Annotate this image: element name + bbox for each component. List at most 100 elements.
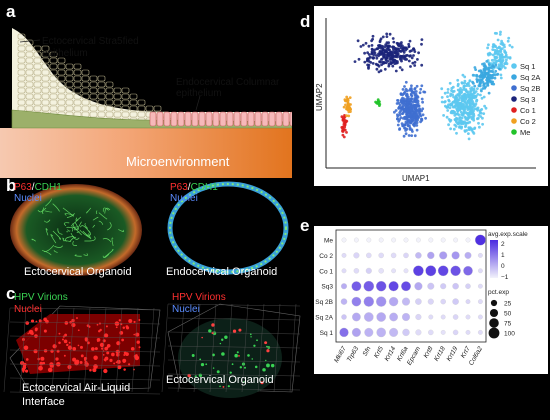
umap-point	[407, 45, 411, 48]
size-legend-dot	[488, 327, 500, 339]
umap-point	[477, 113, 481, 117]
umap-point	[492, 82, 496, 86]
umap-point	[473, 84, 477, 88]
umap-point	[458, 108, 462, 112]
umap-point	[474, 95, 478, 99]
legend-label: Me	[520, 128, 530, 137]
umap-point	[461, 99, 465, 102]
umap-point	[443, 100, 446, 104]
umap-point	[459, 119, 463, 123]
dotplot-row-label: Co 1	[319, 268, 333, 275]
umap-point	[381, 35, 385, 39]
dotplot-col-label: Sfn	[362, 345, 373, 357]
umap-point	[404, 80, 408, 84]
umap-point	[486, 75, 490, 79]
legend-label: Co 1	[520, 106, 536, 115]
umap-point	[407, 59, 411, 63]
dotplot-dot	[366, 237, 372, 243]
dotplot-row-label: Sq3	[321, 284, 333, 291]
umap-point	[364, 41, 368, 45]
dotplot-dot	[440, 237, 446, 243]
dotplot-col-label: Epcam	[406, 345, 422, 367]
color-legend-bar	[490, 240, 498, 278]
umap-point	[474, 90, 478, 93]
ectocervical-organoid-stain	[10, 184, 142, 276]
umap-point	[463, 120, 466, 124]
dotplot-dot	[403, 237, 409, 243]
umap-point	[503, 50, 507, 54]
umap-point	[464, 102, 468, 105]
umap-point	[380, 50, 384, 54]
umap-point	[498, 33, 502, 36]
umap-point	[463, 75, 467, 79]
umap-point	[468, 98, 471, 102]
umap-point	[503, 45, 506, 49]
dotplot-dot	[477, 314, 483, 320]
umap-point	[342, 105, 346, 109]
umap-point	[414, 100, 417, 103]
umap-point	[467, 137, 471, 141]
dotplot-dot	[353, 268, 360, 274]
umap-point	[371, 34, 375, 38]
umap-point	[381, 60, 385, 64]
umap-point	[399, 116, 403, 119]
dotplot-dot	[439, 251, 448, 260]
umap-point	[399, 57, 403, 61]
umap-point	[419, 114, 423, 118]
umap-point	[487, 63, 491, 66]
dotplot-col-label: Krt14	[383, 345, 397, 362]
size-legend-tick: 25	[504, 301, 512, 308]
umap-point	[475, 78, 479, 81]
umap-point	[454, 98, 457, 101]
umap-point	[368, 55, 372, 59]
dotplot-dot	[351, 296, 362, 307]
dotplot-dot	[340, 298, 348, 305]
umap-point	[375, 67, 379, 71]
umap-point	[500, 53, 504, 56]
umap-point	[446, 95, 449, 98]
umap-point	[502, 55, 505, 59]
umap-point	[404, 46, 407, 50]
umap-point	[411, 61, 415, 65]
umap-point	[415, 112, 419, 116]
umap-point	[494, 45, 497, 48]
umap-point	[396, 99, 400, 102]
umap-point	[405, 105, 409, 109]
umap-point	[416, 58, 419, 61]
umap-point	[462, 88, 466, 91]
umap-point	[470, 128, 474, 132]
dotplot-dot	[440, 298, 446, 305]
hpv-virions-marker-label: HPV Virions	[14, 292, 68, 303]
umap-point	[465, 129, 469, 132]
umap-point	[388, 45, 392, 48]
umap-point	[421, 107, 425, 111]
legend-swatch	[511, 107, 517, 113]
umap-point	[346, 103, 350, 106]
umap-point	[475, 80, 479, 84]
umap-point	[377, 54, 380, 58]
umap-point	[480, 71, 483, 75]
dotplot-dot	[477, 252, 483, 258]
dotplot-dot	[477, 268, 483, 274]
dotplot-dot	[391, 268, 396, 274]
dotplot-dot	[416, 237, 421, 243]
umap-point	[385, 35, 389, 38]
umap-point	[476, 108, 480, 112]
dotplot-dot	[464, 251, 472, 259]
dotplot-dot	[378, 268, 384, 274]
umap-point	[419, 87, 423, 91]
umap-point	[377, 70, 381, 74]
dotplot-dot	[401, 297, 411, 306]
umap-point	[420, 84, 424, 88]
umap-point	[420, 42, 423, 46]
umap-point	[479, 79, 482, 83]
umap-point	[500, 66, 504, 69]
umap-point	[386, 54, 390, 58]
legend-swatch	[511, 118, 517, 124]
umap-point	[461, 112, 465, 116]
umap-point	[410, 84, 413, 88]
air-liquid-caption-line1: Ectocervical Air-Liquid	[22, 382, 131, 394]
dotplot-dot	[440, 330, 446, 335]
umap-point	[510, 45, 514, 49]
umap-point	[452, 95, 455, 99]
